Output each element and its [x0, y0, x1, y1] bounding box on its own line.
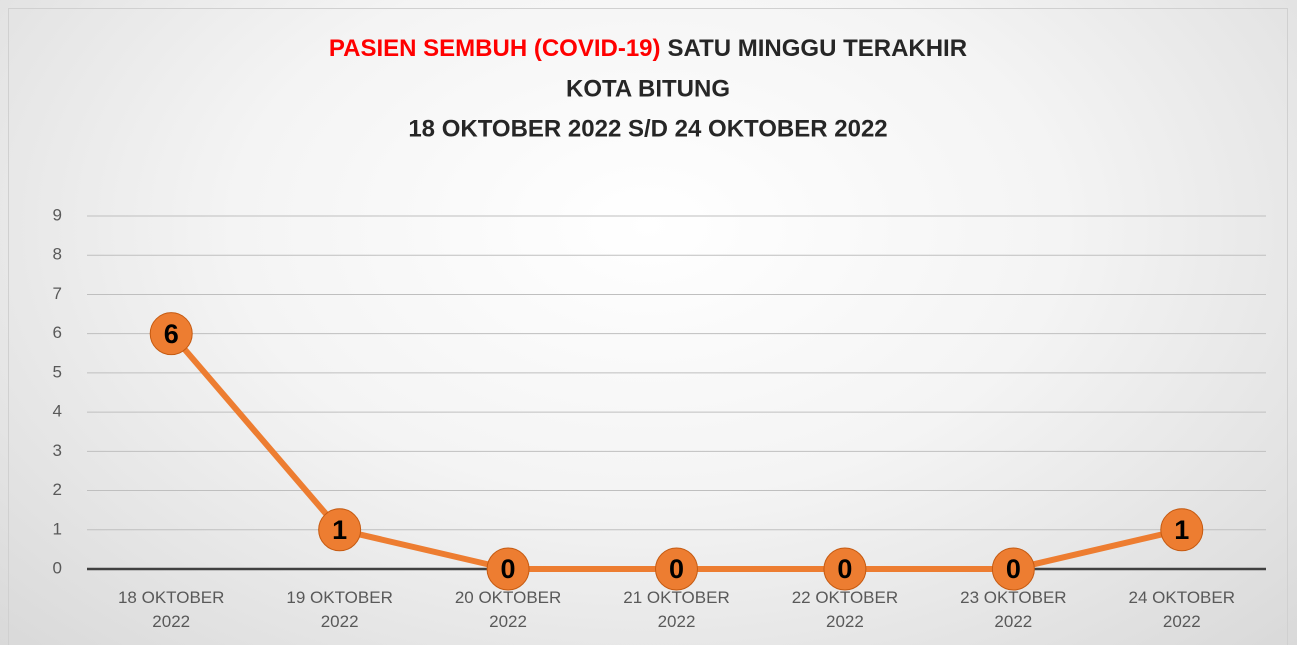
y-tick-label: 0 — [53, 558, 62, 577]
x-tick-label: 20 OKTOBER 2022 — [454, 588, 562, 631]
marker — [318, 508, 362, 552]
x-tick-label: 24 OKTOBER 2022 — [1128, 588, 1235, 631]
x-tick-label: 21 OKTOBER 2022 — [623, 588, 730, 631]
data-label: 0 — [501, 554, 516, 584]
data-label: 6 — [164, 319, 179, 349]
y-tick-label: 8 — [53, 245, 62, 264]
data-label: 0 — [1006, 554, 1021, 584]
title-highlight: PASIEN SEMBUH (COVID-19) — [329, 35, 661, 62]
data-label: 1 — [332, 515, 347, 545]
marker — [149, 312, 193, 356]
y-tick-label: 2 — [53, 480, 62, 499]
x-tick-label: 18 OKTOBER 2022 — [117, 588, 225, 631]
y-tick-label: 9 — [53, 205, 62, 224]
y-tick-label: 5 — [53, 362, 62, 381]
x-tick-label: 19 OKTOBER 2022 — [286, 588, 393, 631]
chart-title: KOTA BITUNG — [566, 75, 730, 102]
data-label: 0 — [669, 554, 684, 584]
y-tick-label: 6 — [53, 323, 62, 342]
chart-title: 18 OKTOBER 2022 S/D 24 OKTOBER 2022 — [408, 115, 887, 142]
chart-border — [8, 8, 1288, 645]
chart-title: PASIEN SEMBUH (COVID-19) SATU MINGGU TERA… — [329, 35, 967, 62]
marker — [991, 547, 1035, 591]
title-text: SATU MINGGU TERAKHIR — [668, 35, 968, 62]
data-label: 0 — [837, 554, 852, 584]
marker — [655, 547, 698, 591]
y-tick-label: 3 — [53, 441, 62, 460]
marker — [1160, 508, 1204, 552]
x-tick-label: 22 OKTOBER 2022 — [791, 588, 899, 631]
data-label: 1 — [1174, 515, 1189, 545]
marker — [823, 547, 867, 591]
marker — [486, 547, 530, 591]
x-tick-label: 23 OKTOBER 2022 — [960, 588, 1067, 631]
y-tick-label: 4 — [53, 402, 62, 421]
y-tick-label: 1 — [53, 519, 62, 538]
y-tick-label: 7 — [53, 284, 62, 303]
